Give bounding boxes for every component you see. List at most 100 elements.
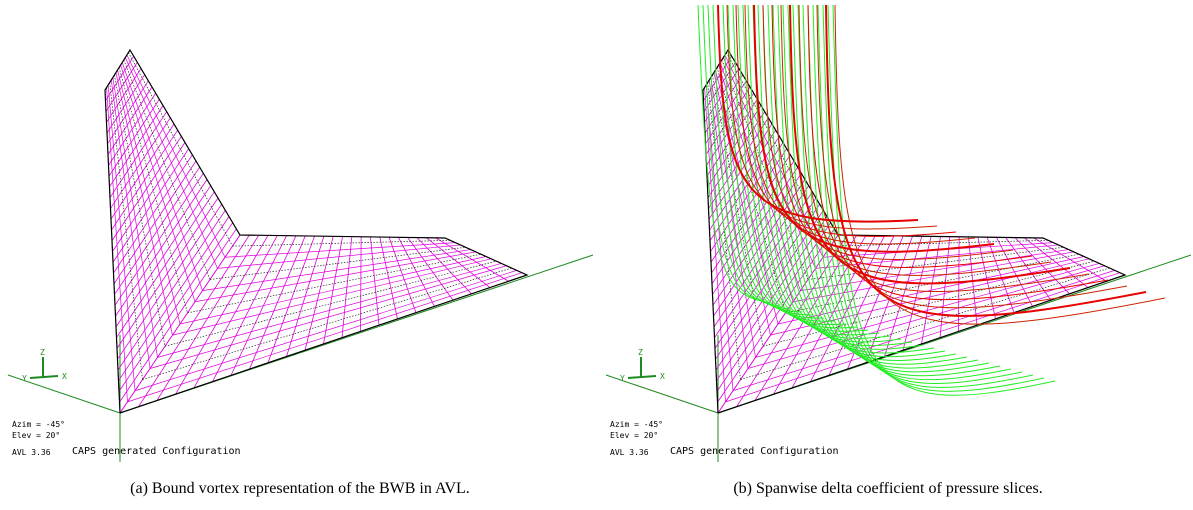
- triad: [29, 375, 59, 379]
- span-line: [179, 256, 487, 325]
- streamline: [767, 4, 913, 347]
- axis-line: [7, 374, 121, 414]
- pressure-slice: [753, 4, 995, 253]
- span-line: [127, 272, 522, 403]
- span-line: [755, 263, 1100, 358]
- span-line: [123, 59, 211, 280]
- streamline: [817, 4, 1023, 384]
- span-line: [785, 253, 1079, 314]
- view-elev: Elev = 20°: [12, 431, 60, 440]
- span-line: [716, 67, 786, 313]
- span-line: [172, 258, 492, 336]
- triad: [627, 375, 657, 379]
- streamline: [787, 4, 957, 361]
- streamline: [822, 4, 1034, 388]
- view-azim: Azim = -45°: [610, 420, 663, 429]
- wing-outline: [702, 48, 1127, 414]
- span-line: [705, 84, 734, 391]
- span-line: [232, 239, 451, 247]
- span-line: [722, 57, 816, 269]
- span-line: [209, 246, 466, 280]
- span-line: [777, 256, 1085, 325]
- streamline: [762, 4, 902, 343]
- axis-label: Z: [40, 348, 45, 357]
- span-line: [747, 265, 1105, 369]
- span-line: [117, 69, 181, 325]
- span-line: [202, 249, 471, 291]
- pressure-slice: [717, 4, 919, 223]
- pressure-slice: [771, 4, 1033, 268]
- pressure-slice: [780, 4, 1052, 276]
- span-line: [732, 270, 1115, 392]
- streamline: [782, 4, 946, 358]
- axis-label: X: [660, 372, 665, 381]
- span-line: [712, 74, 764, 347]
- caption: (b) Spanwise delta coefficient of pressu…: [733, 480, 1042, 497]
- streamline: [797, 4, 979, 369]
- streamline: [752, 4, 880, 336]
- span-line: [194, 251, 476, 303]
- pressure-slice: [816, 4, 1128, 309]
- span-line: [725, 272, 1120, 403]
- pressure-slice: [744, 4, 976, 245]
- wing-outline: [104, 48, 529, 414]
- axis-label: Y: [22, 374, 27, 383]
- span-line: [815, 244, 1059, 269]
- panel: Z Y X Azim = -45° Elev = 20° AVL 3.36 CAPS gen…: [7, 48, 594, 497]
- span-line: [740, 267, 1110, 380]
- pressure-slice: [798, 4, 1090, 293]
- span-line: [126, 54, 226, 258]
- span-line: [115, 72, 173, 336]
- span-line: [112, 77, 158, 358]
- streamline: [812, 4, 1012, 381]
- streamline: [832, 4, 1056, 396]
- axis-label: X: [62, 372, 67, 381]
- streamline: [827, 4, 1045, 392]
- span-line: [762, 260, 1095, 347]
- view-elev: Elev = 20°: [610, 431, 658, 440]
- pressure-slice: [834, 4, 1166, 325]
- streamline: [802, 4, 990, 373]
- streamline: [722, 4, 814, 316]
- span-line: [830, 239, 1049, 247]
- axis-label: Z: [638, 348, 643, 357]
- span-line: [106, 87, 128, 402]
- pressure-slice: [825, 4, 1147, 317]
- axis-label: Y: [620, 374, 625, 383]
- panel: Z Y X Azim = -45° Elev = 20° AVL 3.36 CAPS gen…: [605, 4, 1192, 497]
- streamline: [697, 4, 759, 301]
- span-line: [187, 253, 481, 314]
- span-line: [704, 87, 726, 402]
- caption: (a) Bound vortex representation of the B…: [130, 480, 470, 497]
- axis-line: [605, 374, 719, 414]
- span-line: [800, 249, 1069, 291]
- span-line: [109, 82, 143, 380]
- version: AVL 3.36: [610, 448, 649, 457]
- span-line: [792, 251, 1074, 303]
- span-line: [114, 74, 166, 347]
- span-line: [120, 64, 196, 302]
- span-line: [718, 64, 794, 302]
- streamline: [702, 4, 770, 304]
- span-line: [149, 265, 507, 369]
- span-line: [164, 260, 497, 347]
- span-line: [715, 69, 779, 325]
- span-line: [224, 242, 456, 258]
- streamline: [757, 4, 891, 339]
- span-line: [157, 263, 502, 358]
- pressure-slice: [726, 4, 938, 230]
- span-line: [107, 84, 136, 391]
- span-line: [707, 82, 741, 380]
- span-line: [128, 52, 233, 247]
- view-azim: Azim = -45°: [12, 420, 65, 429]
- span-line: [134, 270, 517, 392]
- span-line: [721, 59, 809, 280]
- span-line: [719, 62, 801, 291]
- span-line: [110, 79, 151, 369]
- version: AVL 3.36: [12, 448, 51, 457]
- config-title: CAPS generated Configuration: [670, 446, 839, 457]
- span-line: [807, 246, 1064, 280]
- span-line: [121, 62, 203, 291]
- span-line: [217, 244, 461, 269]
